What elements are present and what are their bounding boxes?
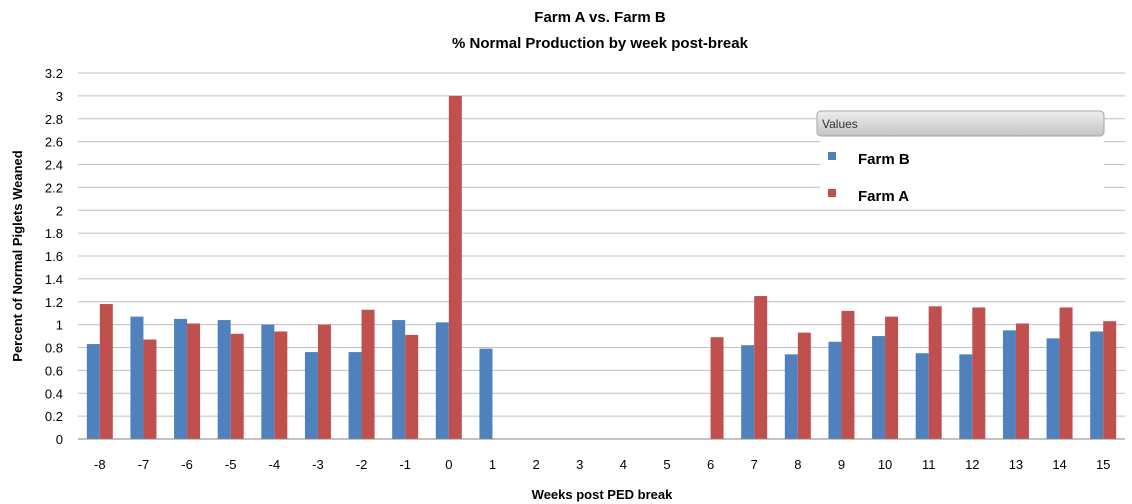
bar-farm-a [928, 306, 942, 439]
x-tick-label: 7 [751, 457, 758, 472]
bar-farm-b [741, 345, 755, 439]
y-tick-label: 0.2 [45, 409, 63, 424]
x-tick-label: 10 [878, 457, 892, 472]
x-axis-label: Weeks post PED break [532, 487, 673, 502]
bar-farm-a [230, 333, 244, 439]
x-axis-ticks: -8 -7 -6 -5 -4 -3 -2 -1 0 1 2 3 4 5 6 7 8 9 10 11 12 13 14 15 [94, 457, 1110, 472]
bar-farm-a [885, 316, 899, 439]
bar-farm-b [130, 316, 144, 439]
bar-farm-b [1090, 331, 1104, 439]
y-tick-label: 3.2 [45, 66, 63, 81]
chart-subtitle: % Normal Production by week post-break [452, 35, 749, 52]
x-tick-label: 14 [1052, 457, 1066, 472]
x-tick-label: 12 [965, 457, 979, 472]
y-tick-label: 3 [56, 89, 63, 104]
bar-farm-b [828, 341, 842, 439]
legend-label-farm-a: Farm A [858, 188, 909, 205]
bar-farm-b [348, 352, 362, 439]
bar-farm-a [754, 296, 768, 439]
x-tick-label: 5 [663, 457, 670, 472]
y-tick-label: 2.8 [45, 112, 63, 127]
x-tick-label: 8 [794, 457, 801, 472]
y-tick-label: 0.8 [45, 341, 63, 356]
bar-farm-a [1059, 307, 1073, 439]
bar-farm-b [217, 320, 231, 439]
legend-swatch-farm-a [828, 189, 836, 197]
chart-title: Farm A vs. Farm B [534, 9, 666, 26]
x-tick-label: 4 [620, 457, 627, 472]
y-tick-label: 0 [56, 432, 63, 447]
bar-farm-a [710, 337, 724, 439]
bar-farm-a [99, 304, 113, 439]
bar-farm-b [1046, 338, 1060, 439]
y-tick-label: 2 [56, 203, 63, 218]
y-tick-label: 0.4 [45, 386, 63, 401]
legend-header [816, 110, 1105, 137]
bar-farm-a [361, 309, 375, 439]
bar-farm-b [479, 348, 493, 439]
bar-farm-a [841, 310, 855, 439]
x-tick-label: 0 [445, 457, 452, 472]
bar-farm-a [1103, 321, 1117, 439]
bars [86, 95, 1117, 439]
y-tick-label: 1.8 [45, 226, 63, 241]
bar-farm-a [187, 323, 201, 439]
x-tick-label: -8 [94, 457, 106, 472]
bar-farm-a [405, 334, 419, 439]
y-tick-label: 2.2 [45, 180, 63, 195]
x-tick-label: 11 [922, 457, 936, 472]
bar-farm-b [872, 336, 886, 439]
legend-label-farm-b: Farm B [858, 151, 910, 168]
y-axis-ticks: 0 0.2 0.4 0.6 0.8 1 1.2 1.4 1.6 1.8 2 2.2 2.4 2.6 2.8 3… [45, 66, 63, 447]
x-tick-label: 1 [489, 457, 496, 472]
x-tick-label: 9 [838, 457, 845, 472]
bar-farm-a [972, 307, 986, 439]
legend-title: Values [822, 117, 858, 131]
x-tick-label: -6 [181, 457, 193, 472]
bar-farm-b [435, 322, 449, 439]
bar-farm-a [143, 339, 157, 439]
bar-farm-b [784, 354, 798, 439]
bar-farm-b [304, 352, 318, 439]
bar-farm-b [959, 354, 973, 439]
bar-farm-a [448, 95, 462, 439]
bar-farm-a [797, 332, 811, 439]
bar-farm-b [261, 324, 275, 439]
x-tick-label: -4 [269, 457, 281, 472]
y-tick-label: 1 [56, 318, 63, 333]
bar-farm-b [86, 344, 100, 439]
bar-farm-b [174, 318, 188, 439]
bar-farm-b [1002, 330, 1016, 439]
x-tick-label: -3 [312, 457, 324, 472]
bar-farm-b [915, 353, 929, 439]
y-tick-label: 2.6 [45, 135, 63, 150]
y-axis-label: Percent of Normal Piglets Weaned [10, 150, 25, 361]
x-tick-label: -7 [138, 457, 150, 472]
legend-swatch-farm-b [828, 152, 836, 160]
y-tick-label: 1.2 [45, 295, 63, 310]
y-tick-label: 1.6 [45, 249, 63, 264]
bar-farm-a [1015, 323, 1029, 439]
x-tick-label: 3 [576, 457, 583, 472]
x-tick-label: 6 [707, 457, 714, 472]
x-tick-label: 15 [1096, 457, 1110, 472]
y-tick-label: 2.4 [45, 158, 63, 173]
bar-farm-a [317, 324, 331, 439]
y-tick-label: 0.6 [45, 363, 63, 378]
y-tick-label: 1.4 [45, 272, 63, 287]
x-tick-label: -2 [356, 457, 368, 472]
x-tick-label: -1 [399, 457, 411, 472]
legend: Values Farm B Farm A [816, 110, 1105, 205]
x-tick-label: 13 [1009, 457, 1023, 472]
bar-farm-a [274, 331, 288, 439]
x-tick-label: -5 [225, 457, 237, 472]
bar-farm-b [392, 320, 406, 439]
x-tick-label: 2 [532, 457, 539, 472]
